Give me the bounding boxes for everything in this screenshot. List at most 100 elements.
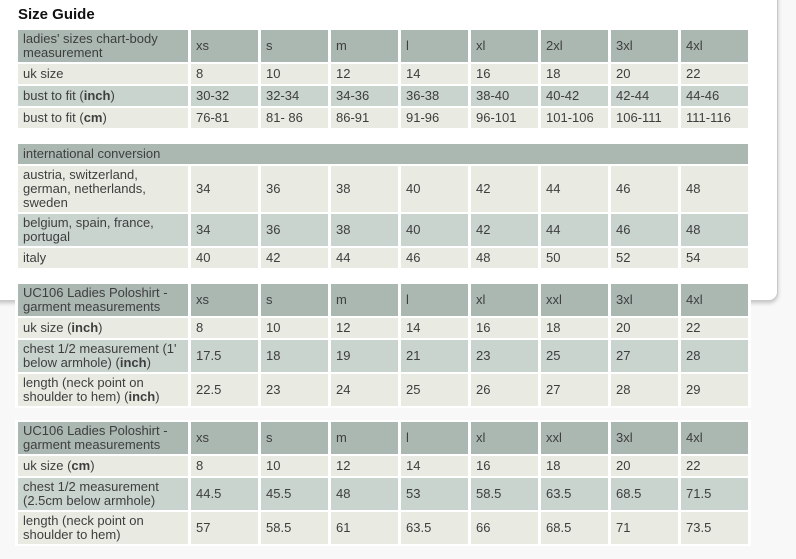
column-header-3xl: 3xl <box>611 422 678 454</box>
value-cell: 36-38 <box>401 86 468 106</box>
value-cell: 44-46 <box>681 86 748 106</box>
value-cell: 34 <box>191 166 258 212</box>
column-header-3xl: 3xl <box>611 284 678 316</box>
value-cell: 12 <box>331 318 398 338</box>
ladies-sizes-body-measurement-table: ladies' sizes chart-body measurement xs s m… <box>15 28 751 130</box>
row-label: uk size (cm) <box>18 456 188 476</box>
column-header-xxl: xxl <box>541 422 608 454</box>
value-cell: 22.5 <box>191 374 258 406</box>
value-cell: 25 <box>541 340 608 372</box>
table-row: chest 1/2 measurement (2.5cm below armho… <box>18 478 748 510</box>
value-cell: 44 <box>331 248 398 268</box>
column-header-xl: xl <box>471 422 538 454</box>
value-cell: 28 <box>681 340 748 372</box>
value-cell: 53 <box>401 478 468 510</box>
value-cell: 40 <box>401 214 468 246</box>
row-label: uk size <box>18 64 188 84</box>
value-cell: 42-44 <box>611 86 678 106</box>
value-cell: 10 <box>261 64 328 84</box>
value-cell: 16 <box>471 318 538 338</box>
row-label: length (neck point on shoulder to hem) (… <box>18 374 188 406</box>
value-cell: 27 <box>541 374 608 406</box>
value-cell: 30-32 <box>191 86 258 106</box>
value-cell: 10 <box>261 318 328 338</box>
column-header-4xl: 4xl <box>681 30 748 62</box>
value-cell: 18 <box>541 318 608 338</box>
value-cell: 34 <box>191 214 258 246</box>
value-cell: 50 <box>541 248 608 268</box>
value-cell: 54 <box>681 248 748 268</box>
table-title-cell: UC106 Ladies Poloshirt - garment measure… <box>18 422 188 454</box>
column-header-4xl: 4xl <box>681 284 748 316</box>
header-row: UC106 Ladies Poloshirt - garment measure… <box>18 284 748 316</box>
value-cell: 14 <box>401 456 468 476</box>
value-cell: 14 <box>401 64 468 84</box>
value-cell: 38-40 <box>471 86 538 106</box>
value-cell: 34-36 <box>331 86 398 106</box>
table-row: belgium, spain, france, portugal 34 36 38 40… <box>18 214 748 246</box>
table-row: chest 1/2 measurement (1' below armhole)… <box>18 340 748 372</box>
table-row: italy 40 42 44 46 48 50 52 54 <box>18 248 748 268</box>
table-row: bust to fit (cm) 76-81 81- 86 86-91 91-96 96-… <box>18 108 748 128</box>
table-title-cell: ladies' sizes chart-body measurement <box>18 30 188 62</box>
value-cell: 19 <box>331 340 398 372</box>
value-cell: 96-101 <box>471 108 538 128</box>
table-row: length (neck point on shoulder to hem) (… <box>18 374 748 406</box>
header-row: international conversion <box>18 144 748 164</box>
column-header-l: l <box>401 284 468 316</box>
value-cell: 22 <box>681 318 748 338</box>
table-row: bust to fit (inch) 30-32 32-34 34-36 36-38 38… <box>18 86 748 106</box>
column-header-l: l <box>401 422 468 454</box>
row-label: austria, switzerland, german, netherland… <box>18 166 188 212</box>
value-cell: 26 <box>471 374 538 406</box>
value-cell: 48 <box>681 166 748 212</box>
column-header-s: s <box>261 284 328 316</box>
value-cell: 42 <box>471 214 538 246</box>
row-label: uk size (inch) <box>18 318 188 338</box>
value-cell: 73.5 <box>681 512 748 544</box>
value-cell: 48 <box>471 248 538 268</box>
uc106-garment-measurements-inch-table: UC106 Ladies Poloshirt - garment measure… <box>15 282 751 408</box>
value-cell: 63.5 <box>401 512 468 544</box>
value-cell: 40 <box>401 166 468 212</box>
column-header-l: l <box>401 30 468 62</box>
size-guide-content: Size Guide ladies' sizes chart-body meas… <box>15 0 755 558</box>
column-header-m: m <box>331 30 398 62</box>
value-cell: 71 <box>611 512 678 544</box>
value-cell: 111-116 <box>681 108 748 128</box>
value-cell: 20 <box>611 456 678 476</box>
row-label: belgium, spain, france, portugal <box>18 214 188 246</box>
column-header-s: s <box>261 422 328 454</box>
value-cell: 42 <box>471 166 538 212</box>
value-cell: 38 <box>331 166 398 212</box>
column-header-m: m <box>331 422 398 454</box>
row-label: bust to fit (cm) <box>18 108 188 128</box>
value-cell: 18 <box>261 340 328 372</box>
column-header-xs: xs <box>191 422 258 454</box>
row-label: chest 1/2 measurement (2.5cm below armho… <box>18 478 188 510</box>
value-cell: 23 <box>471 340 538 372</box>
value-cell: 44 <box>541 166 608 212</box>
value-cell: 46 <box>611 166 678 212</box>
value-cell: 12 <box>331 64 398 84</box>
table-row: uk size (cm) 8 10 12 14 16 18 20 22 <box>18 456 748 476</box>
row-label: chest 1/2 measurement (1' below armhole)… <box>18 340 188 372</box>
value-cell: 101-106 <box>541 108 608 128</box>
value-cell: 48 <box>331 478 398 510</box>
page-title: Size Guide <box>18 6 95 23</box>
value-cell: 76-81 <box>191 108 258 128</box>
uc106-garment-measurements-cm-table: UC106 Ladies Poloshirt - garment measure… <box>15 420 751 546</box>
table-row: length (neck point on shoulder to hem) 57… <box>18 512 748 544</box>
value-cell: 18 <box>541 64 608 84</box>
value-cell: 20 <box>611 318 678 338</box>
table-title-cell: UC106 Ladies Poloshirt - garment measure… <box>18 284 188 316</box>
value-cell: 66 <box>471 512 538 544</box>
value-cell: 24 <box>331 374 398 406</box>
value-cell: 29 <box>681 374 748 406</box>
value-cell: 58.5 <box>261 512 328 544</box>
value-cell: 10 <box>261 456 328 476</box>
value-cell: 61 <box>331 512 398 544</box>
value-cell: 21 <box>401 340 468 372</box>
value-cell: 44 <box>541 214 608 246</box>
value-cell: 68.5 <box>541 512 608 544</box>
